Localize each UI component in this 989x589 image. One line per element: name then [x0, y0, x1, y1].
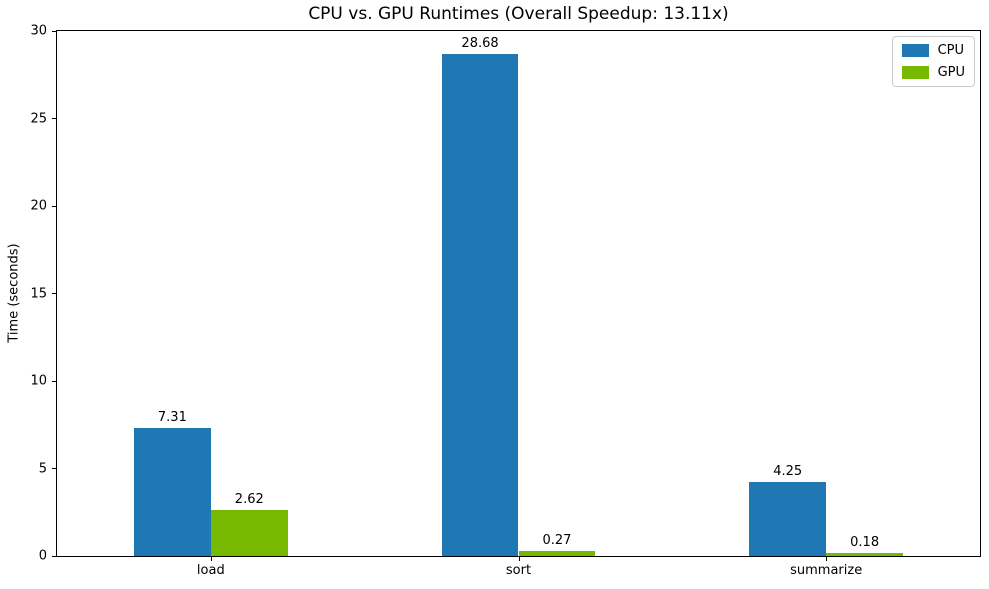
legend-label-cpu: CPU [937, 43, 964, 58]
x-tick-mark [210, 557, 212, 561]
bar-cpu-load [133, 428, 211, 556]
y-tick-label: 25 [30, 111, 47, 126]
y-tick-label: 0 [38, 548, 47, 564]
y-tick-label: 30 [30, 23, 47, 39]
y-tick-label: 5 [38, 461, 47, 476]
bar-value-label: 0.27 [542, 533, 572, 549]
x-tick-mark [826, 557, 828, 561]
chart-title: CPU vs. GPU Runtimes (Overall Speedup: 1… [308, 4, 729, 24]
bar-value-label: 2.62 [234, 492, 264, 508]
plot-area: 7.31 28.68 4.25 2.62 0.27 0.18 CPU GPU [56, 30, 981, 557]
legend-item-gpu: GPU [901, 65, 965, 80]
y-tick-label: 20 [30, 198, 47, 214]
x-tick-label: load [196, 563, 225, 578]
bar-value-label: 28.68 [461, 36, 499, 52]
y-tick-label: 15 [30, 286, 47, 301]
gpu-color-swatch [901, 66, 929, 79]
bar-value-label: 7.31 [157, 410, 187, 426]
legend-label-gpu: GPU [937, 65, 965, 80]
y-tick-mark [52, 205, 56, 207]
cpu-color-swatch [901, 44, 929, 57]
bar-gpu-sort [518, 551, 596, 556]
bar-cpu-summarize [749, 481, 827, 556]
y-tick-label: 10 [30, 373, 47, 389]
y-tick-mark [52, 293, 56, 294]
bar-gpu-summarize [826, 552, 904, 556]
legend-item-cpu: CPU [901, 43, 965, 58]
y-tick-mark [52, 380, 56, 382]
bar-gpu-load [210, 510, 288, 556]
y-tick-mark [52, 118, 56, 119]
x-tick-mark [518, 557, 520, 561]
bar-value-label: 0.18 [850, 534, 880, 550]
x-tick-label: summarize [790, 563, 863, 578]
bar-cpu-sort [441, 54, 519, 556]
y-tick-mark [52, 468, 56, 469]
legend: CPU GPU [891, 36, 975, 87]
x-tick-label: sort [505, 563, 532, 578]
y-tick-mark [52, 555, 56, 557]
y-tick-mark [52, 30, 56, 32]
bar-value-label: 4.25 [773, 463, 803, 479]
